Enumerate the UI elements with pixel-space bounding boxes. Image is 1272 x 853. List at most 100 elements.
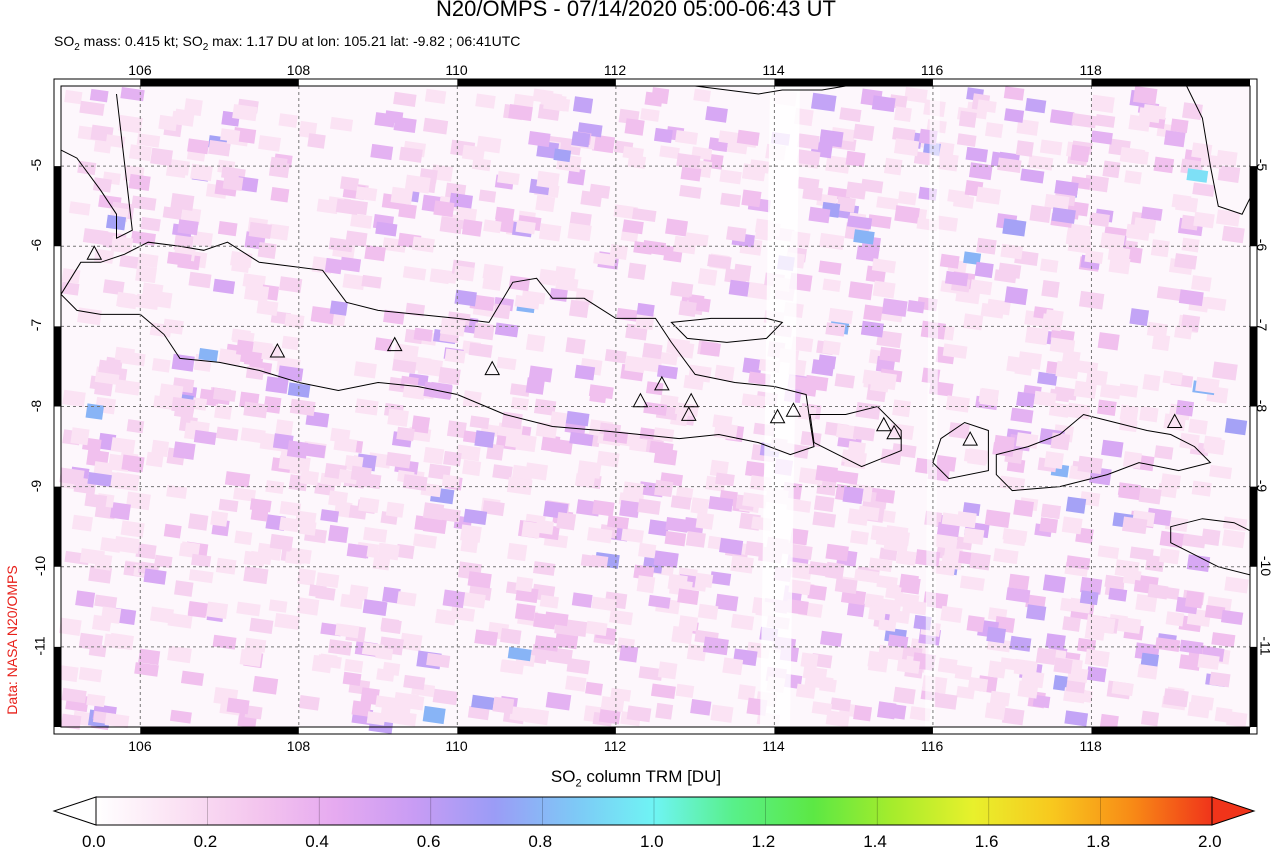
triangle-icon <box>86 245 103 260</box>
so2-pixel <box>192 231 213 248</box>
so2-pixel <box>574 364 596 381</box>
so2-pixel <box>876 196 899 211</box>
so2-pixel <box>875 372 897 391</box>
so2-pixel <box>533 561 556 576</box>
so2-pixel <box>173 441 196 460</box>
so2-pixel <box>307 133 326 149</box>
so2-pixel <box>136 133 161 148</box>
so2-pixel <box>317 654 342 669</box>
so2-pixel <box>162 318 184 335</box>
so2-pixel <box>328 237 354 253</box>
so2-pixel <box>609 609 633 626</box>
so2-pixel <box>1186 168 1209 183</box>
so2-pixel <box>170 193 195 211</box>
so2-pixel <box>730 613 755 631</box>
so2-pixel <box>146 290 173 309</box>
so2-pixel <box>1041 279 1060 298</box>
so2-pixel <box>741 189 762 208</box>
so2-pixel <box>640 108 660 122</box>
so2-pixel <box>633 241 653 255</box>
so2-pixel <box>1193 211 1215 229</box>
so2-pixel <box>334 623 360 639</box>
so2-pixel <box>730 555 754 574</box>
so2-pixel <box>1099 383 1122 400</box>
so2-pixel <box>1118 383 1139 398</box>
lon-tick-label-top: 114 <box>762 62 785 78</box>
so2-pixel <box>118 114 143 134</box>
border-segment <box>1250 166 1257 247</box>
so2-pixel <box>79 100 105 116</box>
lon-tick-label-top: 112 <box>603 62 627 78</box>
so2-pixel <box>577 460 602 479</box>
so2-pixel <box>1182 102 1203 121</box>
so2-pixel <box>800 431 822 448</box>
so2-pixel <box>942 343 968 359</box>
so2-pixel <box>986 626 1007 644</box>
so2-pixel <box>984 122 1004 139</box>
so2-pixel <box>77 307 102 326</box>
so2-pixel <box>984 702 1006 721</box>
so2-pixel <box>1221 529 1246 549</box>
so2-pixel <box>243 566 269 585</box>
so2-pixel <box>1025 98 1047 114</box>
so2-pixel <box>68 201 91 216</box>
so2-pixel <box>1003 86 1025 101</box>
lat-tick-label-right: -8 <box>1254 399 1271 412</box>
so2-pixel <box>188 513 209 531</box>
so2-pixel <box>1041 313 1063 332</box>
so2-pixel <box>1204 437 1226 456</box>
so2-pixel <box>495 206 515 222</box>
so2-pixel <box>1066 555 1091 570</box>
so2-pixel <box>1077 455 1103 475</box>
so2-pixel <box>1062 616 1081 632</box>
so2-pixel <box>274 613 300 630</box>
so2-pixel <box>636 302 655 317</box>
so2-pixel <box>284 313 305 329</box>
so2-pixel <box>109 502 131 521</box>
so2-pixel <box>1004 286 1028 306</box>
so2-pixel <box>820 630 843 648</box>
so2-pixel <box>936 215 959 232</box>
so2-pixel <box>1129 308 1150 326</box>
so2-pixel <box>439 317 466 337</box>
so2-pixel <box>1100 232 1126 251</box>
so2-pixel <box>525 377 545 395</box>
so2-pixel <box>592 499 615 517</box>
so2-pixel <box>535 421 558 439</box>
so2-pixel <box>218 348 242 366</box>
so2-pixel <box>61 268 81 284</box>
so2-pixel <box>733 263 752 282</box>
so2-pixel <box>287 382 311 398</box>
so2-pixel <box>797 405 817 421</box>
so2-pixel <box>110 235 134 254</box>
so2-pixel <box>591 596 617 612</box>
border-segment <box>774 79 933 86</box>
triangle-icon <box>484 360 501 376</box>
so2-pixel <box>534 635 560 652</box>
so2-pixel <box>848 281 873 301</box>
lon-tick-label-top: 108 <box>286 62 311 78</box>
so2-pixel <box>167 612 193 629</box>
so2-pixel <box>1139 406 1159 423</box>
so2-pixel <box>59 665 79 683</box>
so2-pixel <box>296 597 320 616</box>
so2-pixel <box>1128 149 1149 165</box>
so2-pixel <box>422 517 447 535</box>
so2-pixel <box>737 684 756 702</box>
so2-pixel <box>1221 225 1245 244</box>
so2-pixel <box>553 148 572 163</box>
so2-pixel <box>346 543 368 559</box>
so2-pixel <box>932 533 958 550</box>
so2-pixel <box>366 711 386 726</box>
so2-pixel <box>937 153 959 172</box>
so2-pixel <box>1191 480 1212 497</box>
so2-pixel <box>963 251 982 265</box>
so2-pixel <box>567 222 592 242</box>
so2-pixel <box>877 598 902 616</box>
lon-tick-label-bottom: 118 <box>1079 738 1102 754</box>
so2-pixel <box>166 484 188 500</box>
so2-pixel <box>249 617 274 635</box>
so2-pixel <box>509 383 531 397</box>
so2-pixel <box>252 675 279 695</box>
so2-pixel <box>846 601 865 618</box>
